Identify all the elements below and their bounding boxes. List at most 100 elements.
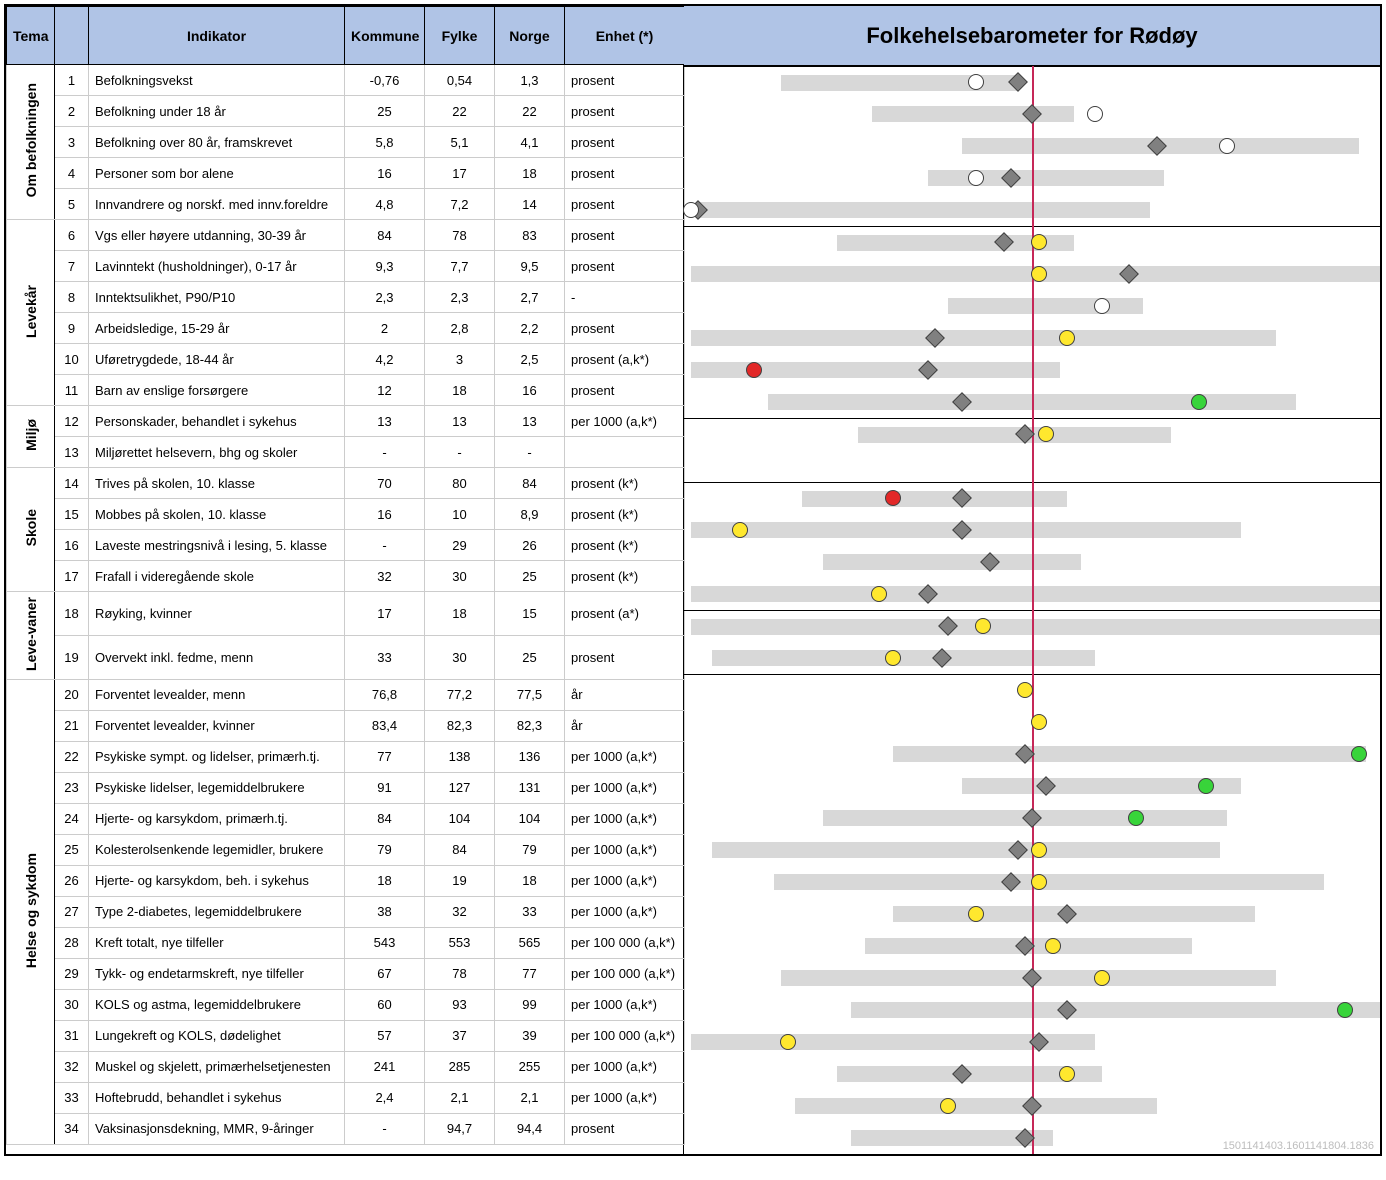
table-row: 25Kolesterolsenkende legemidler, brukere… xyxy=(7,834,685,865)
fylke-value: 19 xyxy=(425,865,495,896)
tema-label: Leve-vaner xyxy=(23,597,39,671)
norge-value: 77 xyxy=(495,958,565,989)
indicator-name: Hjerte- og karsykdom, beh. i sykehus xyxy=(89,865,345,896)
fylke-value: 7,7 xyxy=(425,251,495,282)
indicator-name: Inntektsulikhet, P90/P10 xyxy=(89,282,345,313)
table-row: 28Kreft totalt, nye tilfeller543553565pe… xyxy=(7,927,685,958)
norge-value: 77,5 xyxy=(495,679,565,710)
fylke-value: - xyxy=(425,437,495,468)
enhet-value: per 1000 (a,k*) xyxy=(565,896,685,927)
table-row: 11Barn av enslige forsørgere121816prosen… xyxy=(7,375,685,406)
col-enhet: Enhet (*) xyxy=(565,7,685,65)
kommune-value: 2,4 xyxy=(345,1082,425,1113)
indicator-name: Trives på skolen, 10. klasse xyxy=(89,468,345,499)
table-row: 10Uføretrygdede, 18-44 år4,232,5prosent … xyxy=(7,344,685,375)
range-bar xyxy=(691,586,1380,602)
indicator-name: Personer som bor alene xyxy=(89,158,345,189)
enhet-value: per 1000 (a,k*) xyxy=(565,406,685,437)
kommune-value: 33 xyxy=(345,635,425,679)
table-row: 5Innvandrere og norskf. med innv.foreldr… xyxy=(7,189,685,220)
range-bar xyxy=(893,746,1366,762)
kommune-marker-circle xyxy=(1094,970,1110,986)
enhet-value: prosent xyxy=(565,96,685,127)
row-index: 26 xyxy=(55,865,89,896)
kommune-value: 60 xyxy=(345,989,425,1020)
kommune-marker-circle xyxy=(885,490,901,506)
indicator-name: Barn av enslige forsørgere xyxy=(89,375,345,406)
enhet-value: prosent (k*) xyxy=(565,468,685,499)
range-bar xyxy=(691,619,1380,635)
table-row: 34Vaksinasjonsdekning, MMR, 9-åringer-94… xyxy=(7,1113,685,1144)
norge-value: 4,1 xyxy=(495,127,565,158)
enhet-value: prosent xyxy=(565,1113,685,1144)
kommune-marker-circle xyxy=(1128,810,1144,826)
norge-value: 2,5 xyxy=(495,344,565,375)
indicator-name: Psykiske lidelser, legemiddelbrukere xyxy=(89,772,345,803)
chart-panel: Folkehelsebarometer for Rødøy 1501141403… xyxy=(684,6,1380,1154)
row-index: 31 xyxy=(55,1020,89,1051)
kommune-marker-circle xyxy=(968,906,984,922)
kommune-marker-circle xyxy=(975,618,991,634)
table-row: 26Hjerte- og karsykdom, beh. i sykehus18… xyxy=(7,865,685,896)
indicator-name: Forventet levealder, kvinner xyxy=(89,710,345,741)
range-bar xyxy=(823,554,1081,570)
kommune-marker-circle xyxy=(940,1098,956,1114)
fylke-value: 5,1 xyxy=(425,127,495,158)
row-index: 4 xyxy=(55,158,89,189)
indicator-name: Lungekreft og KOLS, dødelighet xyxy=(89,1020,345,1051)
kommune-marker-circle xyxy=(968,170,984,186)
kommune-value: - xyxy=(345,530,425,561)
kommune-value: 32 xyxy=(345,561,425,592)
norge-value: 94,4 xyxy=(495,1113,565,1144)
row-index: 22 xyxy=(55,741,89,772)
enhet-value: per 1000 (a,k*) xyxy=(565,1051,685,1082)
fylke-value: 84 xyxy=(425,834,495,865)
indicator-name: Tykk- og endetarmskreft, nye tilfeller xyxy=(89,958,345,989)
fylke-value: 78 xyxy=(425,958,495,989)
range-bar xyxy=(698,202,1150,218)
enhet-value: per 1000 (a,k*) xyxy=(565,989,685,1020)
table-row: Helse og sykdom20Forventet levealder, me… xyxy=(7,679,685,710)
indicator-name: Muskel og skjelett, primærhelsetjenesten xyxy=(89,1051,345,1082)
norge-value: 18 xyxy=(495,158,565,189)
table-row: 32Muskel og skjelett, primærhelsetjenest… xyxy=(7,1051,685,1082)
row-index: 27 xyxy=(55,896,89,927)
indicator-name: Kolesterolsenkende legemidler, brukere xyxy=(89,834,345,865)
norge-value: - xyxy=(495,437,565,468)
kommune-value: 2 xyxy=(345,313,425,344)
tema-cell: Levekår xyxy=(7,220,55,406)
norge-value: 16 xyxy=(495,375,565,406)
row-index: 28 xyxy=(55,927,89,958)
row-index: 19 xyxy=(55,635,89,679)
indicator-name: KOLS og astma, legemiddelbrukere xyxy=(89,989,345,1020)
enhet-value: prosent (k*) xyxy=(565,561,685,592)
kommune-value: 9,3 xyxy=(345,251,425,282)
fylke-value: 29 xyxy=(425,530,495,561)
row-index: 34 xyxy=(55,1113,89,1144)
row-index: 25 xyxy=(55,834,89,865)
kommune-marker-circle xyxy=(1059,1066,1075,1082)
indicator-name: Kreft totalt, nye tilfeller xyxy=(89,927,345,958)
table-row: 7Lavinntekt (husholdninger), 0-17 år9,37… xyxy=(7,251,685,282)
enhet-value: prosent (a,k*) xyxy=(565,344,685,375)
table-row: 23Psykiske lidelser, legemiddelbrukere91… xyxy=(7,772,685,803)
enhet-value: per 100 000 (a,k*) xyxy=(565,958,685,989)
row-index: 8 xyxy=(55,282,89,313)
table-panel: Tema Indikator Kommune Fylke Norge Enhet… xyxy=(6,6,684,1154)
row-index: 2 xyxy=(55,96,89,127)
indicator-name: Psykiske sympt. og lidelser, primærh.tj. xyxy=(89,741,345,772)
kommune-value: 4,8 xyxy=(345,189,425,220)
enhet-value: per 1000 (a,k*) xyxy=(565,803,685,834)
main-container: Tema Indikator Kommune Fylke Norge Enhet… xyxy=(4,4,1382,1156)
enhet-value: år xyxy=(565,679,685,710)
range-bar xyxy=(712,650,1095,666)
norge-value: 1,3 xyxy=(495,65,565,96)
table-row: 3Befolkning over 80 år, framskrevet5,85,… xyxy=(7,127,685,158)
row-index: 6 xyxy=(55,220,89,251)
kommune-marker-circle xyxy=(1031,842,1047,858)
norge-value: 2,7 xyxy=(495,282,565,313)
kommune-value: -0,76 xyxy=(345,65,425,96)
norge-value: 39 xyxy=(495,1020,565,1051)
indicator-name: Type 2-diabetes, legemiddelbrukere xyxy=(89,896,345,927)
indicator-name: Uføretrygdede, 18-44 år xyxy=(89,344,345,375)
